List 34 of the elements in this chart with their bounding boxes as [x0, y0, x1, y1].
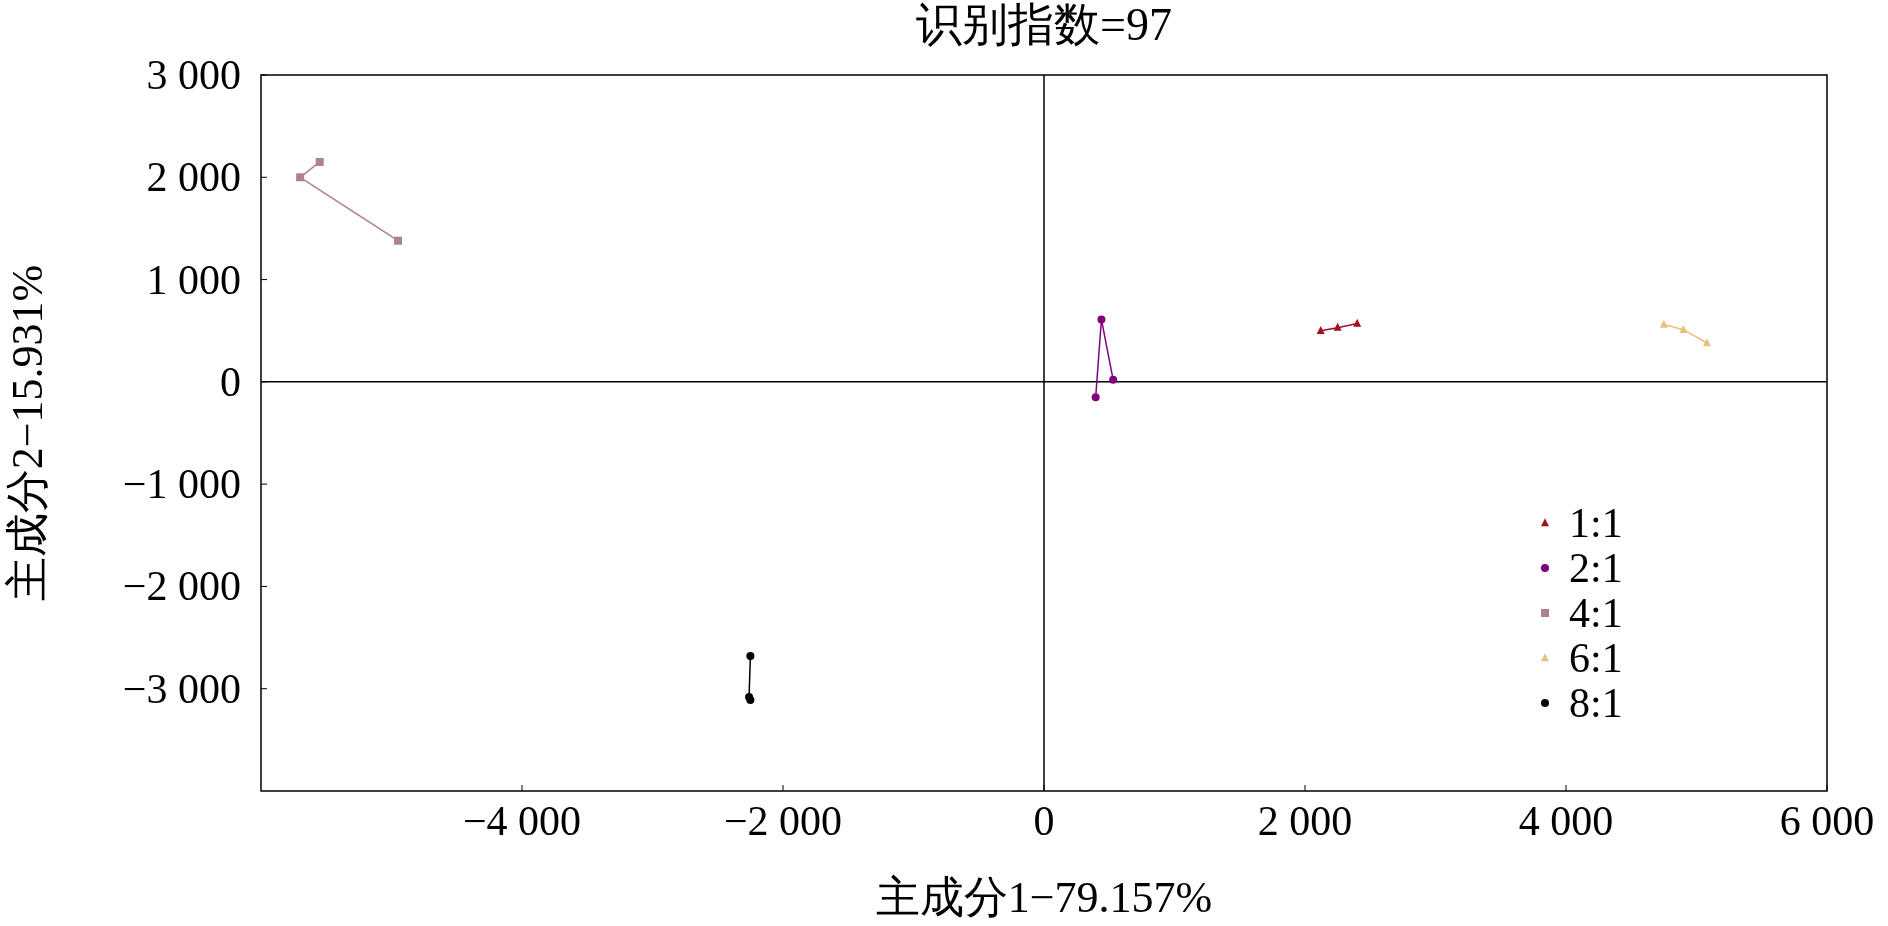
- point: [1702, 338, 1711, 347]
- y-tick-label: −1 000: [122, 461, 241, 508]
- y-tick-label: 2 000: [146, 154, 241, 201]
- legend-label: 1:1: [1569, 500, 1623, 546]
- point: [315, 157, 324, 166]
- point: [1353, 318, 1362, 327]
- legend-label: 8:1: [1569, 680, 1623, 726]
- point: [1097, 315, 1106, 324]
- x-tick-label: 0: [1033, 798, 1055, 844]
- point: [394, 236, 403, 245]
- point: [1333, 322, 1342, 331]
- point: [1659, 319, 1668, 328]
- point: [1091, 393, 1100, 402]
- y-tick-label: 3 000: [146, 52, 241, 98]
- point: [1679, 324, 1688, 333]
- legend-label: 4:1: [1569, 590, 1623, 636]
- x-tick-label: 4 000: [1518, 798, 1614, 844]
- y-tick-label: −3 000: [122, 665, 241, 712]
- legend-label: 6:1: [1569, 635, 1623, 681]
- point: [296, 173, 305, 182]
- y-tick-label: −2 000: [122, 563, 241, 610]
- y-axis-title: 主成分2−15.931%: [3, 264, 52, 602]
- chart-title: 识别指数=97: [916, 0, 1172, 50]
- x-tick-label: −2 000: [723, 798, 843, 844]
- legend-label: 2:1: [1569, 545, 1623, 591]
- x-axis-title: 主成分1−79.157%: [875, 873, 1213, 922]
- y-tick-label: 0: [220, 358, 241, 405]
- y-tick-label: 1 000: [146, 256, 241, 303]
- x-tick-label: −4 000: [462, 798, 582, 844]
- point: [746, 651, 755, 660]
- x-tick-label: 6 000: [1779, 798, 1875, 844]
- x-tick-label: 2 000: [1257, 798, 1353, 844]
- point: [1316, 325, 1325, 334]
- point: [1109, 375, 1118, 384]
